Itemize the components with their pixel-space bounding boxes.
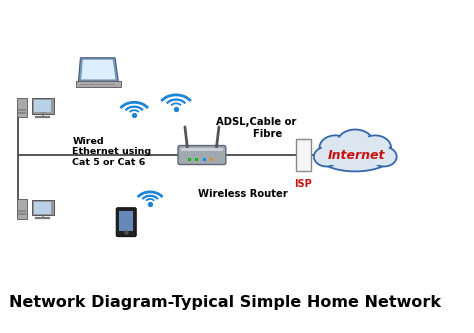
Ellipse shape (359, 136, 391, 160)
Polygon shape (81, 60, 116, 79)
Ellipse shape (316, 148, 337, 165)
Ellipse shape (322, 137, 349, 159)
FancyBboxPatch shape (18, 210, 26, 212)
FancyBboxPatch shape (119, 211, 133, 231)
FancyBboxPatch shape (17, 98, 27, 118)
FancyBboxPatch shape (18, 109, 26, 111)
FancyBboxPatch shape (116, 208, 136, 236)
Ellipse shape (373, 148, 395, 165)
FancyBboxPatch shape (181, 148, 223, 152)
Ellipse shape (371, 147, 397, 166)
FancyBboxPatch shape (32, 200, 54, 215)
Text: Wired
Ethernet using
Cat 5 or Cat 6: Wired Ethernet using Cat 5 or Cat 6 (73, 137, 152, 167)
Text: ADSL,Cable or
      Fibre: ADSL,Cable or Fibre (217, 118, 297, 139)
FancyBboxPatch shape (178, 146, 226, 165)
FancyBboxPatch shape (32, 98, 54, 114)
FancyBboxPatch shape (18, 213, 26, 215)
FancyBboxPatch shape (295, 139, 311, 171)
Ellipse shape (319, 136, 351, 160)
Ellipse shape (337, 130, 373, 156)
Ellipse shape (318, 139, 393, 171)
Text: Network Diagram-Typical Simple Home Network: Network Diagram-Typical Simple Home Netw… (9, 295, 441, 310)
Text: ISP: ISP (295, 179, 312, 189)
Ellipse shape (323, 141, 387, 169)
Ellipse shape (340, 132, 371, 154)
Ellipse shape (314, 147, 339, 166)
FancyBboxPatch shape (35, 100, 51, 112)
Polygon shape (79, 58, 118, 81)
Text: Internet: Internet (328, 149, 385, 162)
FancyBboxPatch shape (17, 199, 27, 219)
FancyBboxPatch shape (76, 81, 121, 87)
FancyBboxPatch shape (35, 202, 51, 213)
FancyBboxPatch shape (18, 112, 26, 114)
Ellipse shape (362, 137, 389, 159)
Text: Wireless Router: Wireless Router (198, 189, 288, 199)
